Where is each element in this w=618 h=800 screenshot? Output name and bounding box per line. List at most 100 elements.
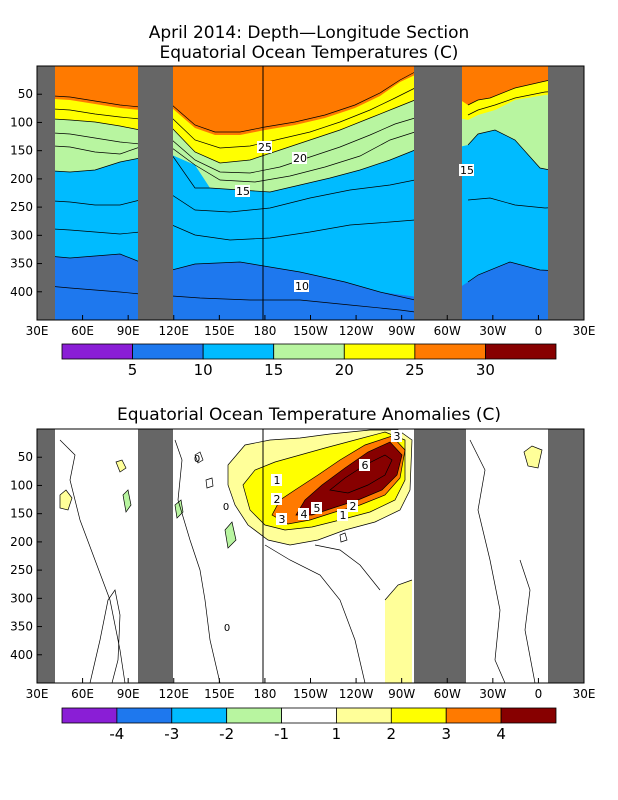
y-tick-label: 350 (10, 257, 33, 271)
x-tick-label: 180 (253, 324, 276, 338)
panel1-title-line1: April 2014: Depth—Longitude Section (149, 23, 470, 43)
x-tick-label: 150E (204, 324, 235, 338)
anom-label-0-c: 0 (224, 623, 230, 634)
land-mask-africa-indian-2 (37, 429, 55, 683)
y-tick-label: 300 (10, 591, 33, 605)
colorbar-swatch (171, 707, 228, 724)
colorbar-swatch (343, 343, 416, 360)
contour-label-25: 25 (258, 141, 272, 154)
x-tick-label: 120E (159, 324, 190, 338)
colorbar-swatch (202, 343, 275, 360)
anom-small-warm-2 (524, 446, 542, 468)
anom-band-4-plus (296, 442, 402, 515)
temp-contours (37, 71, 584, 313)
colorbar-label: 20 (335, 361, 354, 379)
anom-label-4: 4 (301, 508, 308, 521)
colorbar-swatch (132, 343, 204, 360)
temperature-field (37, 66, 584, 320)
colorbar-label: 4 (496, 725, 506, 743)
x-tick-label: 150E (204, 687, 235, 701)
panel2-contour-labels: 3 6 1 2 5 4 3 2 1 0 0 0 (194, 430, 402, 634)
y-tick-label: 350 (10, 620, 33, 634)
x-tick-label: 60E (71, 687, 94, 701)
x-tick-label: 150W (293, 687, 328, 701)
x-tick-label: 60W (434, 687, 461, 701)
land-mask-africa-east (548, 66, 584, 320)
land-mask-africa-indian (37, 66, 55, 320)
contour-label-20: 20 (293, 152, 307, 165)
colorbar-label: 5 (128, 361, 138, 379)
anomaly-field (37, 429, 584, 683)
y-tick-label: 100 (10, 115, 33, 129)
colorbar-swatch (273, 343, 345, 360)
temperature-panel: April 2014: Depth—Longitude Section Equa… (10, 23, 595, 379)
anom-label-5: 5 (314, 502, 321, 515)
x-tick-label: 120W (339, 687, 374, 701)
anom-label-2-east: 2 (350, 500, 357, 513)
anom-label-0-b: 0 (223, 502, 229, 513)
y-tick-label: 100 (10, 478, 33, 492)
colorbar-swatch (390, 707, 447, 724)
x-tick-label: 0 (535, 324, 543, 338)
panel2-colorbar: -4 -3 -2 -1 1 2 3 4 (61, 707, 557, 743)
x-tick-label: 120E (159, 687, 190, 701)
anomaly-panel: Equatorial Ocean Temperature Anomalies (… (10, 405, 595, 743)
anom-band-1-2-east (385, 580, 412, 683)
colorbar-label: 1 (332, 725, 342, 743)
x-tick-label: 120W (339, 324, 374, 338)
x-tick-label: 30W (479, 324, 506, 338)
y-tick-label: 250 (10, 563, 33, 577)
colorbar-label: 10 (194, 361, 213, 379)
panel1-colorbar: 5 10 15 20 25 30 (61, 343, 557, 379)
y-tick-label: 50 (18, 450, 33, 464)
land-mask-americas (414, 66, 462, 320)
y-tick-label: 400 (10, 285, 33, 299)
panel1-title-line2: Equatorial Ocean Temperatures (C) (160, 43, 459, 63)
colorbar-swatch (336, 707, 392, 724)
x-tick-label: 0 (535, 687, 543, 701)
anom-label-1-west: 1 (274, 474, 281, 487)
y-tick-label: 150 (10, 507, 33, 521)
colorbar-label: -1 (274, 725, 289, 743)
x-tick-label: 60W (434, 324, 461, 338)
panel1-x-axis: 30E 60E 90E 120E 150E 180 150W 120W 90W 60W 30W 0 30… (26, 315, 596, 338)
colorbar-swatch (226, 707, 282, 724)
x-tick-label: 180 (253, 687, 276, 701)
x-tick-label: 90E (117, 324, 140, 338)
panel2-title: Equatorial Ocean Temperature Anomalies (… (117, 405, 501, 425)
colorbar-swatch (116, 707, 173, 724)
x-tick-label: 60E (71, 324, 94, 338)
anom-label-3-west: 3 (279, 513, 286, 526)
land-mask-maritime-continent (138, 66, 173, 320)
colorbar-swatch (485, 343, 557, 360)
y-tick-label: 200 (10, 172, 33, 186)
colorbar-swatch (445, 707, 502, 724)
panel2-y-axis: 50 100 150 200 250 300 350 400 (10, 450, 42, 662)
y-tick-label: 50 (18, 87, 33, 101)
anom-label-1-east: 1 (340, 509, 347, 522)
x-tick-label: 150W (293, 324, 328, 338)
anom-small-cool-3 (175, 500, 183, 518)
anom-contours (59, 429, 543, 683)
x-tick-label: 30E (26, 687, 49, 701)
anom-label-0-a: 0 (194, 454, 200, 465)
panel2-x-axis: 30E 60E 90E 120E 150E 180 150W 120W 90W 60W 30W 0 30… (26, 678, 596, 701)
y-tick-label: 150 (10, 144, 33, 158)
x-tick-label: 30E (573, 687, 596, 701)
anom-small-warm-1 (60, 490, 72, 510)
anom-label-6: 6 (362, 459, 369, 472)
colorbar-label: -3 (164, 725, 179, 743)
x-tick-label: 90E (117, 687, 140, 701)
colorbar-swatch (414, 343, 486, 360)
y-tick-label: 250 (10, 200, 33, 214)
colorbar-label: 30 (476, 361, 495, 379)
colorbar-swatch (61, 343, 133, 360)
contour-label-15-pacific: 15 (236, 185, 250, 198)
land-mask-africa-east-2 (548, 429, 584, 683)
x-tick-label: 30E (573, 324, 596, 338)
colorbar-swatch (500, 707, 557, 724)
y-tick-label: 400 (10, 648, 33, 662)
panel1-contour-labels: 25 20 15 15 10 (235, 141, 474, 293)
colorbar-label: -2 (219, 725, 234, 743)
